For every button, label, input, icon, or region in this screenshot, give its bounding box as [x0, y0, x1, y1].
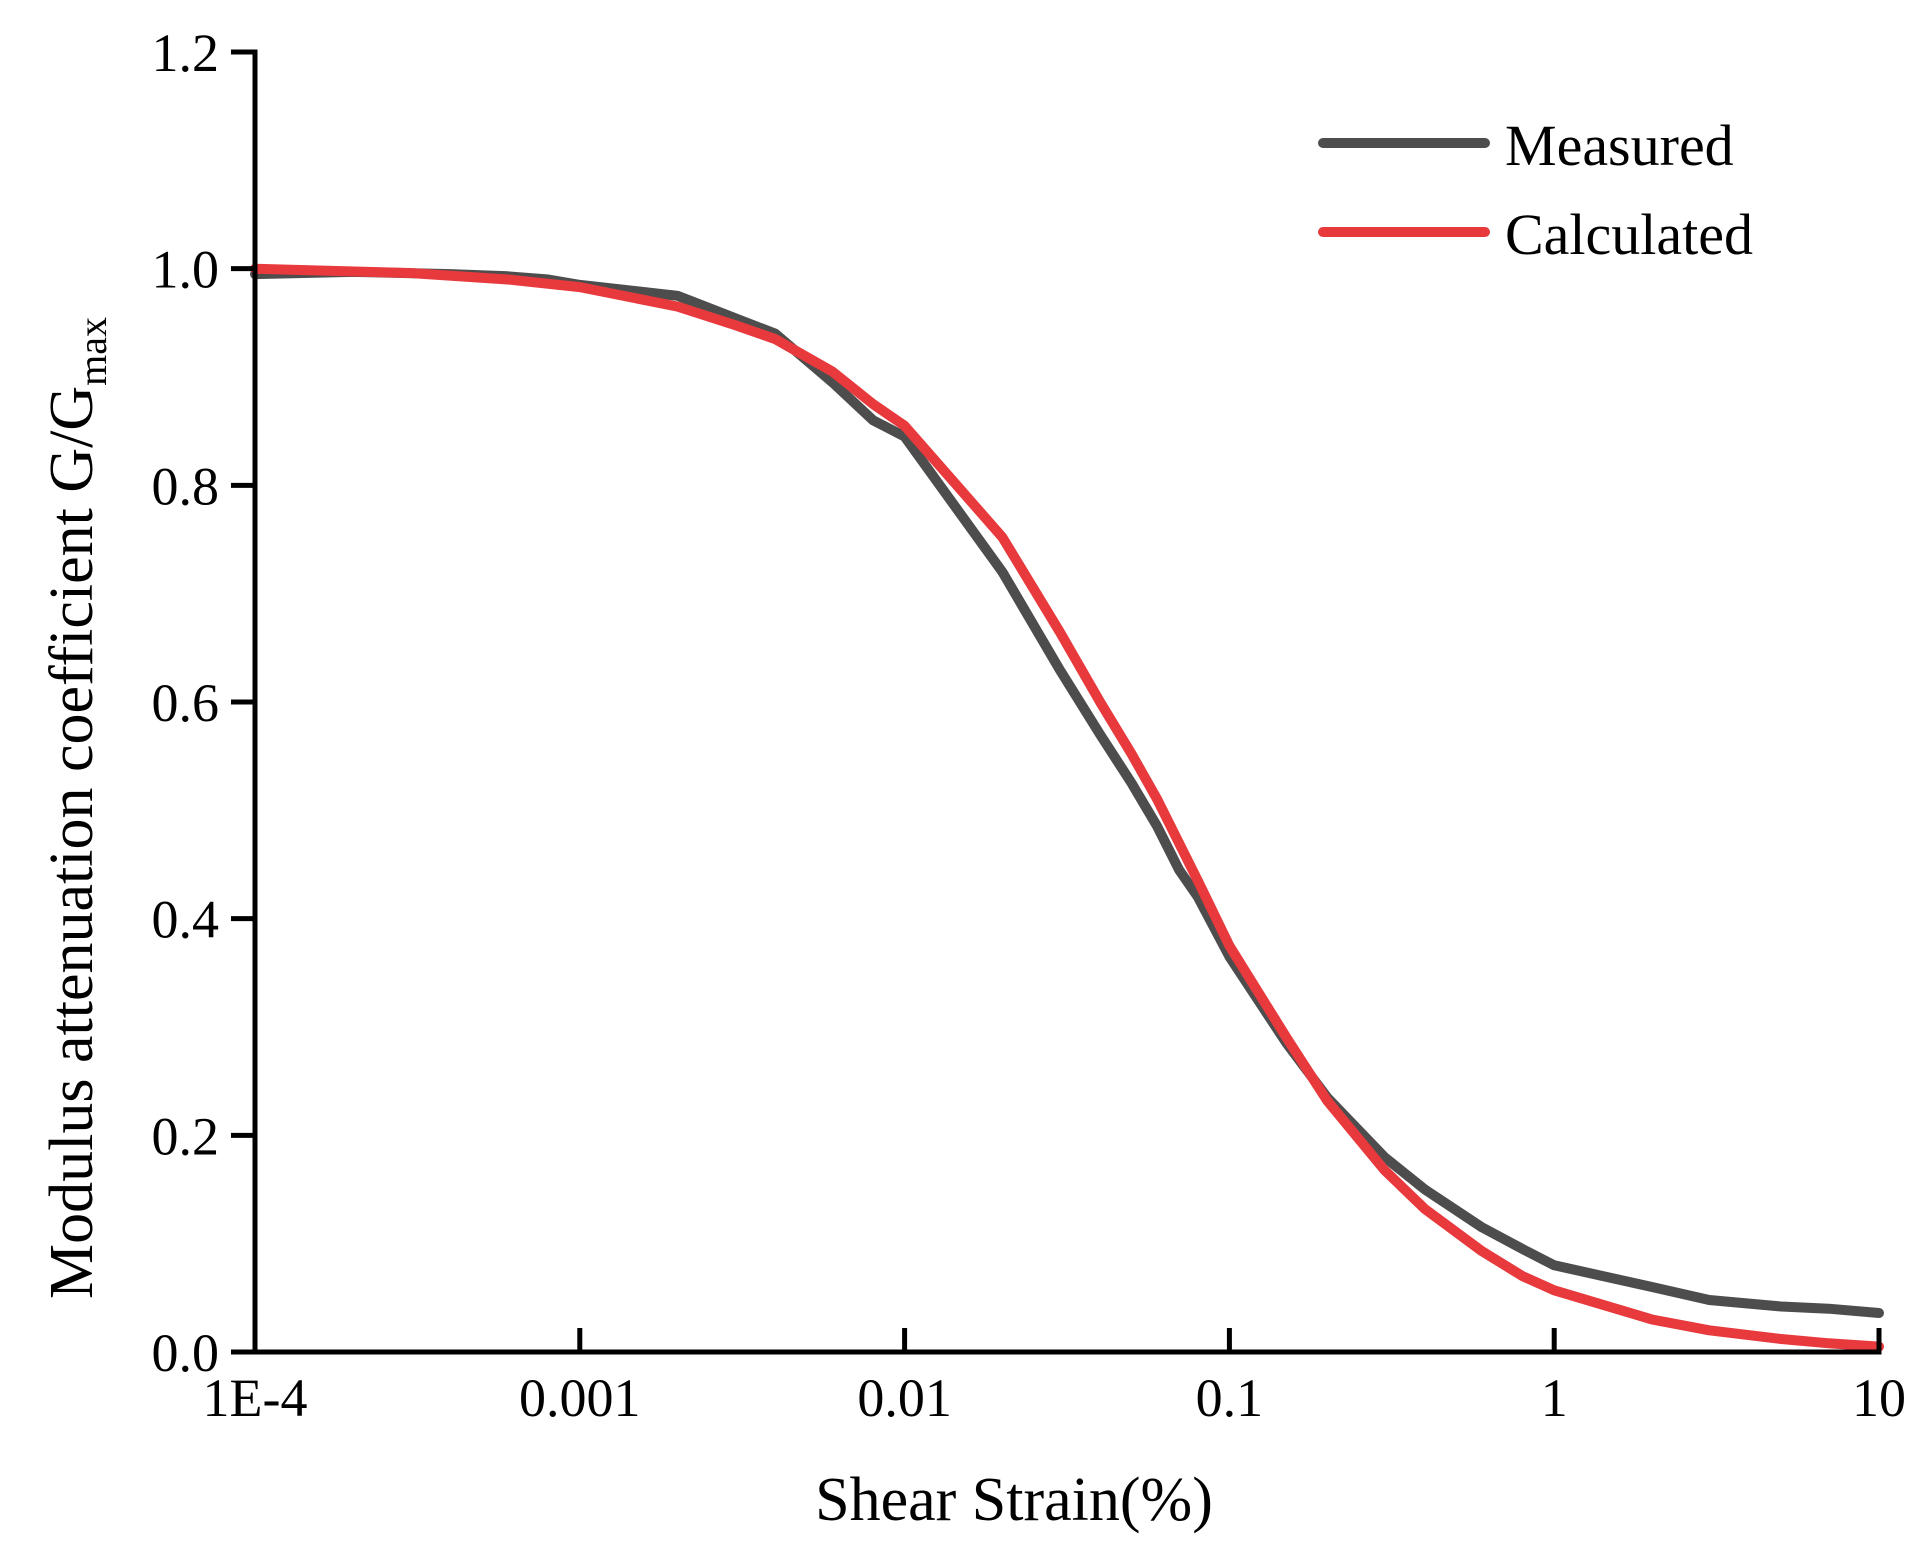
legend-label-measured: Measured — [1505, 113, 1734, 178]
series-line-calculated — [250, 263, 1884, 1352]
y-tick-label-6: 1.2 — [152, 23, 220, 83]
y-axis-title: Modulus attenuation coefficient G/Gmax — [38, 317, 115, 1299]
legend-label-calculated: Calculated — [1505, 202, 1753, 267]
x-tick-label-1: 0.001 — [519, 1368, 641, 1428]
series-line-measured — [250, 266, 1884, 1318]
y-tick-label-5: 1.0 — [152, 240, 220, 300]
y-axis-title-main: Modulus attenuation coefficient G/G — [38, 386, 106, 1299]
x-tick-label-2: 0.01 — [857, 1368, 952, 1428]
x-tick-label-0: 1E-4 — [203, 1368, 308, 1428]
y-tick-label-2: 0.4 — [152, 890, 220, 950]
y-tick-label-4: 0.8 — [152, 456, 220, 516]
y-tick-label-1: 0.2 — [152, 1106, 220, 1166]
x-axis-title: Shear Strain(%) — [815, 1466, 1213, 1534]
ticks: 0.0 0.2 0.4 0.6 0.8 1.0 1.2 1E-4 0.001 0.01 0.1 1 10 — [152, 23, 1907, 1428]
y-axis-title-subscript: max — [70, 317, 115, 386]
y-tick-label-3: 0.6 — [152, 673, 220, 733]
x-tick-label-3: 0.1 — [1196, 1368, 1264, 1428]
y-tick-label-0: 0.0 — [152, 1323, 220, 1383]
plot-area — [250, 263, 1884, 1352]
x-tick-label-5: 10 — [1852, 1368, 1906, 1428]
x-tick-label-4: 1 — [1541, 1368, 1568, 1428]
legend: Measured Calculated — [1318, 113, 1753, 267]
